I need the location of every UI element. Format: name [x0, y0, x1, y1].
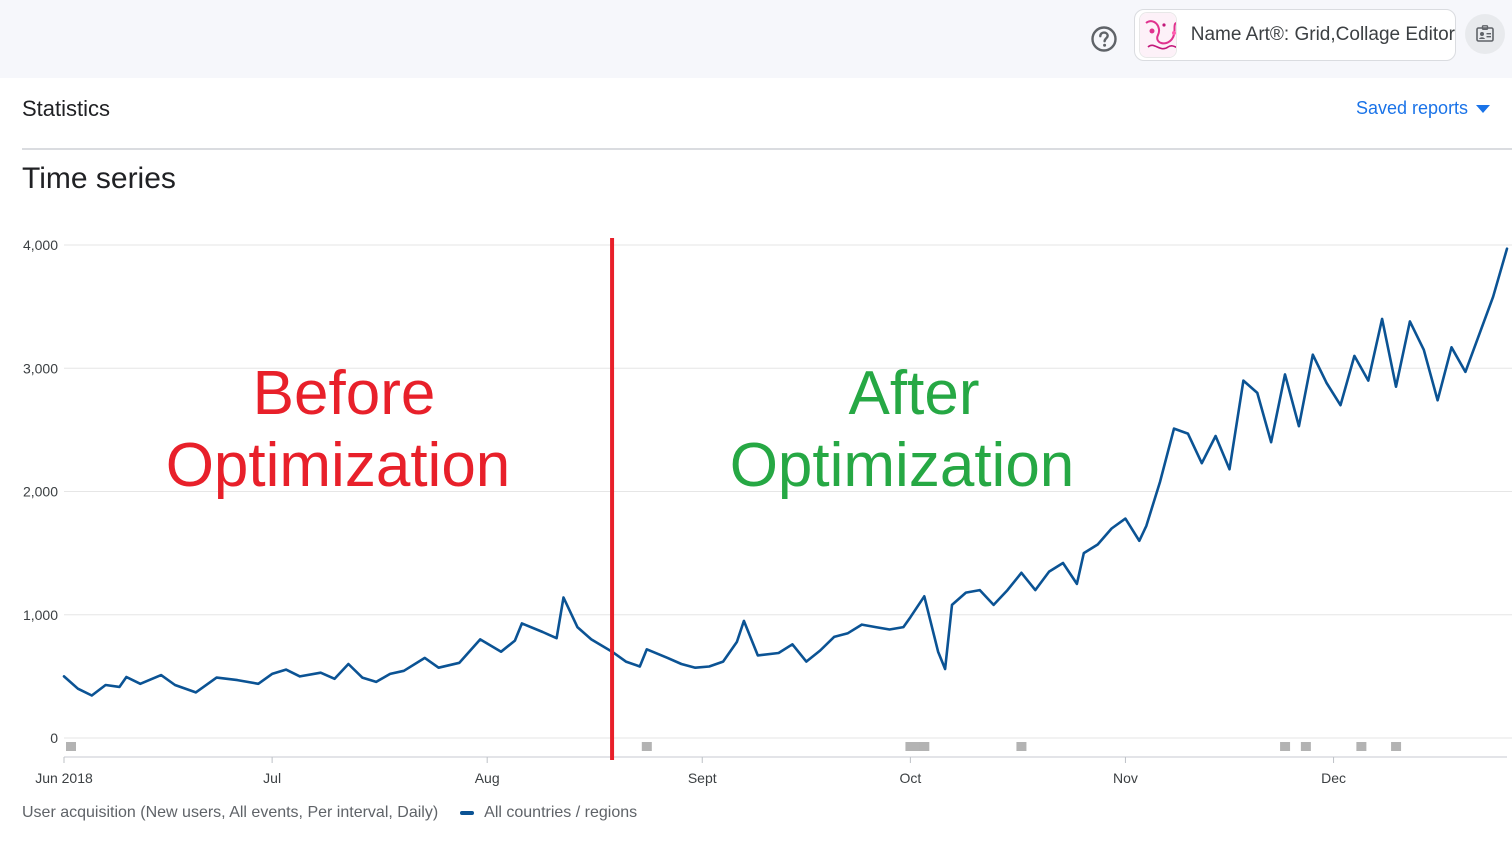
x-tick-label: Jun 2018: [35, 770, 93, 786]
chevron-down-icon: [1476, 104, 1491, 113]
y-tick-label: 4,000: [23, 237, 58, 253]
top-bar: Name Art®: Grid,Collage Editor: [0, 0, 1512, 78]
section-title: Time series: [22, 162, 176, 195]
y-tick-label: 3,000: [23, 360, 58, 376]
x-tick-label: Aug: [475, 770, 500, 786]
x-tick-label: Sept: [688, 770, 717, 786]
event-marker: [641, 742, 652, 751]
chart-legend: User acquisition (New users, All events,…: [22, 804, 637, 822]
event-marker: [1016, 742, 1027, 751]
before-annotation-line1: Before: [253, 359, 436, 428]
y-tick-label: 1,000: [23, 607, 58, 623]
app-selector[interactable]: Name Art®: Grid,Collage Editor: [1134, 9, 1456, 61]
legend-metric-label: User acquisition (New users, All events,…: [22, 804, 439, 821]
saved-reports-button[interactable]: Saved reports: [1356, 98, 1491, 119]
x-tick-label: Dec: [1321, 770, 1346, 786]
header-divider: [22, 148, 1512, 150]
x-tick-label: Jul: [263, 770, 281, 786]
event-marker: [1356, 742, 1367, 751]
event-marker: [1300, 742, 1311, 751]
event-marker: [66, 742, 76, 751]
x-tick-label: Oct: [899, 770, 921, 786]
after-annotation-line1: After: [849, 359, 980, 428]
y-tick-label: 2,000: [23, 484, 58, 500]
account-badge-icon[interactable]: [1465, 14, 1505, 54]
legend-series-label: All countries / regions: [484, 804, 638, 821]
event-marker: [912, 742, 923, 751]
event-marker: [1280, 742, 1291, 751]
event-marker: [1391, 742, 1402, 751]
after-annotation-line2: Optimization: [730, 431, 1075, 500]
saved-reports-label: Saved reports: [1356, 98, 1469, 118]
series-line: [62, 247, 1509, 697]
help-circle-icon[interactable]: [1089, 24, 1119, 54]
legend-swatch: [460, 811, 475, 815]
event-marker: [905, 742, 916, 751]
page-title: Statistics: [22, 96, 111, 121]
before-annotation-line2: Optimization: [166, 431, 511, 500]
app-logo-icon: [1139, 12, 1177, 58]
y-tick-label: 0: [50, 730, 58, 746]
x-tick-label: Nov: [1113, 770, 1138, 786]
app-name: Name Art®: Grid,Collage Editor: [1190, 24, 1455, 45]
event-marker: [919, 742, 930, 751]
